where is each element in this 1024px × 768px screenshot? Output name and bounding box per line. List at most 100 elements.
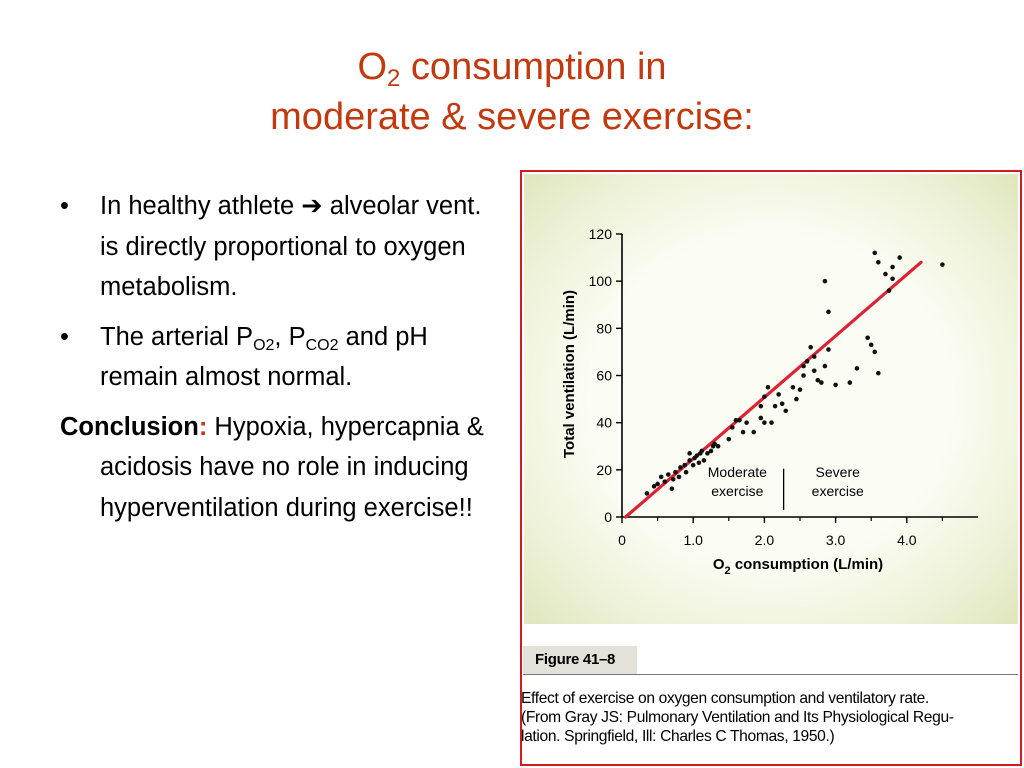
slide-title: O2 consumption in moderate & severe exer… bbox=[0, 42, 1024, 142]
data-point bbox=[682, 462, 687, 468]
data-point bbox=[690, 462, 696, 468]
data-point bbox=[801, 363, 806, 369]
y-tick-label: 80 bbox=[596, 320, 612, 336]
data-point bbox=[678, 465, 683, 470]
data-point bbox=[776, 392, 781, 397]
data-point bbox=[769, 420, 774, 425]
data-point bbox=[890, 264, 895, 270]
data-point bbox=[687, 458, 692, 463]
data-point bbox=[705, 451, 710, 456]
title-line-2: moderate & severe exercise: bbox=[270, 96, 754, 138]
data-point bbox=[772, 403, 778, 409]
x-tick-label: 0 bbox=[618, 532, 626, 548]
conclusion-colon: : bbox=[198, 412, 208, 441]
data-point bbox=[872, 349, 878, 355]
data-point bbox=[790, 384, 796, 390]
x-tick-label: 1.0 bbox=[683, 532, 703, 548]
conclusion-text: Hypoxia, hypercapnia & acidosis have no … bbox=[100, 412, 484, 522]
conclusion-label: Conclusion bbox=[60, 412, 199, 441]
figure-divider bbox=[523, 674, 1018, 675]
data-point bbox=[876, 370, 881, 376]
data-point bbox=[822, 278, 828, 284]
data-point bbox=[676, 474, 682, 480]
data-point bbox=[651, 484, 657, 489]
data-point bbox=[811, 354, 817, 359]
figure-frame bbox=[520, 170, 1022, 766]
data-point bbox=[740, 429, 746, 435]
y-axis-label: Total ventilation (L/min) bbox=[561, 290, 578, 458]
title-o: O bbox=[357, 46, 388, 88]
data-point bbox=[815, 377, 821, 383]
title-subscript: 2 bbox=[387, 65, 401, 92]
data-point bbox=[762, 420, 767, 425]
slide-body: • In healthy athlete ➔ alveolar vent. is… bbox=[60, 186, 500, 528]
data-point bbox=[715, 443, 721, 449]
data-point bbox=[808, 344, 813, 350]
data-point bbox=[665, 472, 671, 477]
data-point bbox=[762, 394, 767, 400]
severe-exercise-label: Severe bbox=[816, 464, 861, 480]
y-tick-label: 120 bbox=[589, 226, 613, 242]
data-point bbox=[733, 418, 739, 423]
x-label-subscript: 2 bbox=[725, 565, 731, 577]
data-point bbox=[694, 453, 700, 458]
data-point bbox=[696, 460, 702, 466]
data-point bbox=[890, 276, 895, 282]
bullet-arterial-text-c: and pH remain almost normal. bbox=[100, 322, 428, 392]
data-point bbox=[865, 335, 870, 341]
data-point bbox=[744, 420, 749, 425]
data-point bbox=[726, 436, 732, 442]
data-point bbox=[794, 396, 799, 402]
data-point bbox=[644, 491, 650, 496]
data-point bbox=[940, 262, 945, 267]
data-point bbox=[819, 380, 824, 385]
x-tick-label: 4.0 bbox=[897, 532, 917, 548]
data-point bbox=[886, 288, 892, 293]
chart-axes: 0 20 40 60 80 100 120 0 1.0 2.0 3.0 4.0 Moderate exer… bbox=[589, 226, 978, 548]
bullet-dot: • bbox=[60, 322, 69, 351]
bullet-arterial-text-a: The arterial P bbox=[100, 322, 254, 351]
caption-line: (From Gray JS: Pulmonary Ventilation and… bbox=[521, 709, 954, 726]
title-line-1-text: consumption in bbox=[400, 46, 667, 88]
data-point bbox=[699, 448, 705, 454]
data-point bbox=[897, 255, 902, 260]
data-point bbox=[811, 368, 817, 374]
data-point bbox=[758, 415, 764, 421]
y-tick-label: 0 bbox=[604, 509, 612, 525]
bullet-dot: • bbox=[60, 192, 69, 220]
data-point bbox=[868, 342, 874, 348]
data-point bbox=[826, 347, 831, 352]
y-tick-label: 60 bbox=[596, 368, 612, 384]
data-point bbox=[779, 401, 785, 407]
data-point bbox=[801, 373, 806, 378]
data-point bbox=[669, 486, 675, 492]
title-line-1: O2 consumption in bbox=[0, 42, 1024, 92]
data-point bbox=[854, 366, 860, 371]
data-point bbox=[765, 384, 771, 390]
figure-label: Figure 41–8 bbox=[523, 646, 637, 674]
data-point bbox=[783, 408, 789, 414]
x-label-text: consumption (L/min) bbox=[731, 556, 883, 573]
data-point bbox=[876, 260, 881, 265]
data-point bbox=[883, 271, 888, 277]
data-point bbox=[712, 441, 717, 447]
data-point bbox=[826, 309, 831, 315]
po2-subscript: O2 bbox=[253, 336, 275, 354]
data-point bbox=[872, 250, 878, 256]
data-point bbox=[701, 458, 707, 463]
data-point bbox=[822, 363, 828, 369]
data-point bbox=[673, 469, 678, 475]
caption-line: lation. Springfield, Ill: Charles C Thom… bbox=[521, 728, 835, 745]
conclusion: Conclusion: Hypoxia, hypercapnia & acido… bbox=[60, 407, 500, 529]
regression-line bbox=[623, 260, 923, 519]
data-point bbox=[758, 403, 764, 409]
data-point bbox=[804, 359, 810, 364]
data-point bbox=[683, 469, 689, 475]
pco2-subscript: CO2 bbox=[305, 336, 339, 354]
figure-caption: Effect of exercise on oxygen consumption… bbox=[521, 689, 1019, 746]
data-point bbox=[847, 380, 853, 385]
caption-line: Effect of exercise on oxygen consumption… bbox=[521, 690, 929, 707]
bullet-athlete: • In healthy athlete ➔ alveolar vent. is… bbox=[60, 186, 500, 308]
data-point bbox=[670, 476, 676, 482]
